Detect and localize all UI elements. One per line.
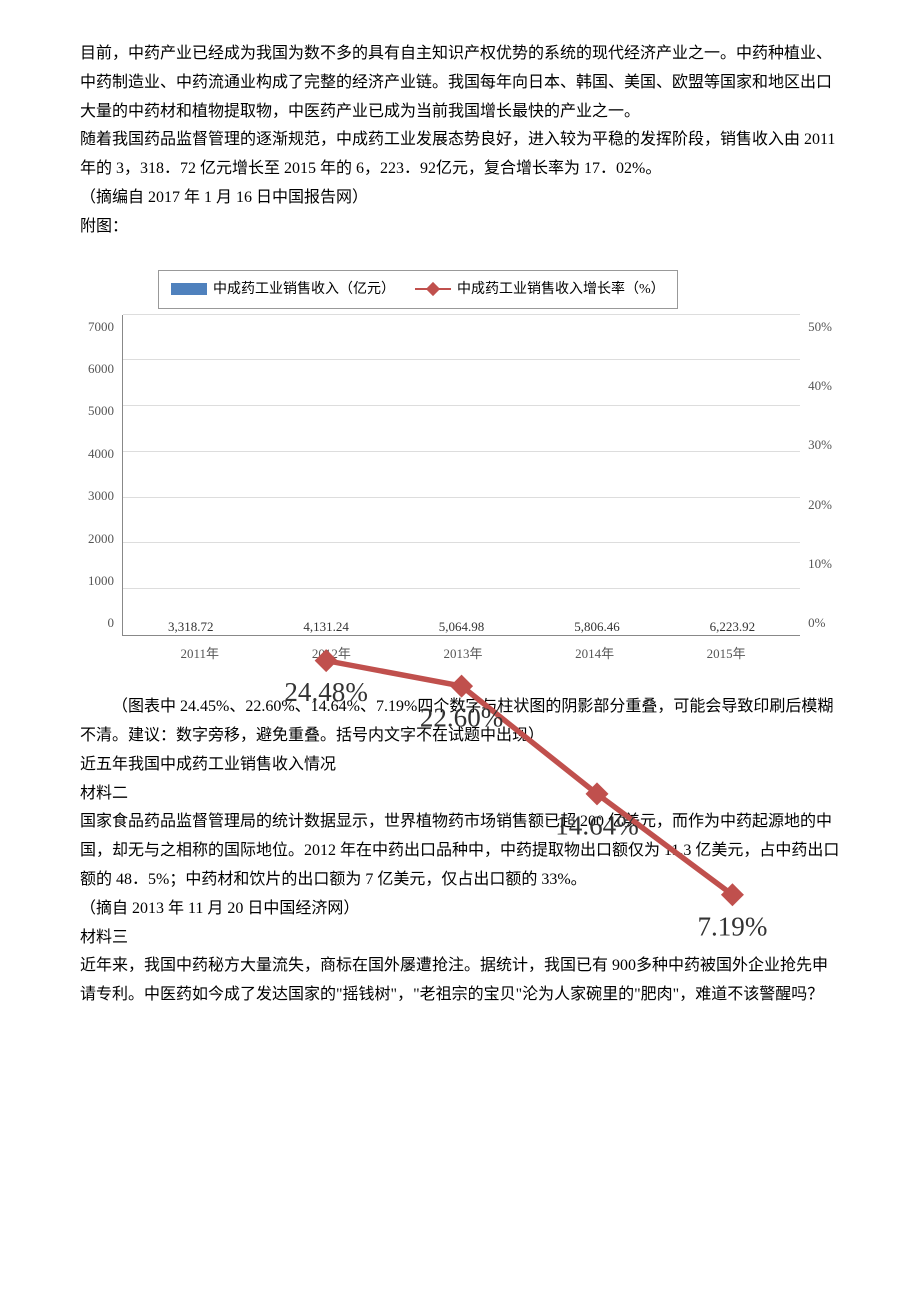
x-tick: 2011年 [154,642,246,665]
y-right-tick: 50% [808,315,832,338]
para-4: 附图： [80,213,840,242]
y-axis-right: 50% 40% 30% 20% 10% 0% [800,315,832,635]
y-left-tick: 1000 [88,569,114,592]
y-left-tick: 2000 [88,527,114,550]
y-right-tick: 20% [808,493,832,516]
para-8: 国家食品药品监督管理局的统计数据显示，世界植物药市场销售额已超 200 亿美元，… [80,808,840,894]
x-axis: 2011年 2012年 2013年 2014年 2015年 [134,636,792,665]
plot-area: 3,318.72 4,131.24 5,064.98 5,806.46 6,223.92… [122,315,800,636]
legend-line-label: 中成药工业销售收入增长率（%） [457,277,665,302]
y-left-tick: 7000 [88,315,114,338]
bar-value-label: 3,318.72 [168,615,214,638]
bar-value-label: 6,223.92 [710,615,756,638]
y-left-tick: 4000 [88,442,114,465]
para-5: （图表中 24.45%、22.60%、14.64%、7.19%四个数字与柱状图的… [80,693,840,751]
para-10: 材料三 [80,924,840,953]
chart-container: 中成药工业销售收入（亿元） 中成药工业销售收入增长率（%） 7000 6000 50… [80,262,840,674]
y-left-tick: 5000 [88,399,114,422]
x-tick: 2014年 [549,642,641,665]
legend-bar-item: 中成药工业销售收入（亿元） [171,277,395,302]
x-tick: 2012年 [285,642,377,665]
legend-line-item: 中成药工业销售收入增长率（%） [415,277,665,302]
para-2: 随着我国药品监督管理的逐渐规范，中成药工业发展态势良好，进入较为平稳的发挥阶段，… [80,126,840,184]
bar-value-label: 4,131.24 [303,615,349,638]
para-3: （摘编自 2017 年 1 月 16 日中国报告网） [80,184,840,213]
chart-legend: 中成药工业销售收入（亿元） 中成药工业销售收入增长率（%） [158,270,678,309]
y-left-tick: 6000 [88,357,114,380]
y-left-tick: 3000 [88,484,114,507]
para-11: 近年来，我国中药秘方大量流失，商标在国外屡遭抢注。据统计，我国已有 900多种中… [80,952,840,1010]
y-left-tick: 0 [108,611,115,634]
legend-line-swatch [415,288,451,290]
y-right-tick: 10% [808,552,832,575]
legend-bar-swatch [171,283,207,295]
bars-group: 3,318.72 4,131.24 5,064.98 5,806.46 6,223.92 [123,315,800,635]
bar-value-label: 5,064.98 [439,615,485,638]
y-axis-left: 7000 6000 5000 4000 3000 2000 1000 0 [88,315,122,635]
x-tick: 2015年 [680,642,772,665]
para-9: （摘自 2013 年 11 月 20 日中国经济网） [80,895,840,924]
para-7: 材料二 [80,780,840,809]
para-6: 近五年我国中成药工业销售收入情况 [80,751,840,780]
y-right-tick: 40% [808,374,832,397]
y-right-tick: 0% [808,611,825,634]
y-right-tick: 30% [808,433,832,456]
legend-bar-label: 中成药工业销售收入（亿元） [213,277,395,302]
x-tick: 2013年 [417,642,509,665]
para-1: 目前，中药产业已经成为我国为数不多的具有自主知识产权优势的系统的现代经济产业之一… [80,40,840,126]
bar-value-label: 5,806.46 [574,615,620,638]
